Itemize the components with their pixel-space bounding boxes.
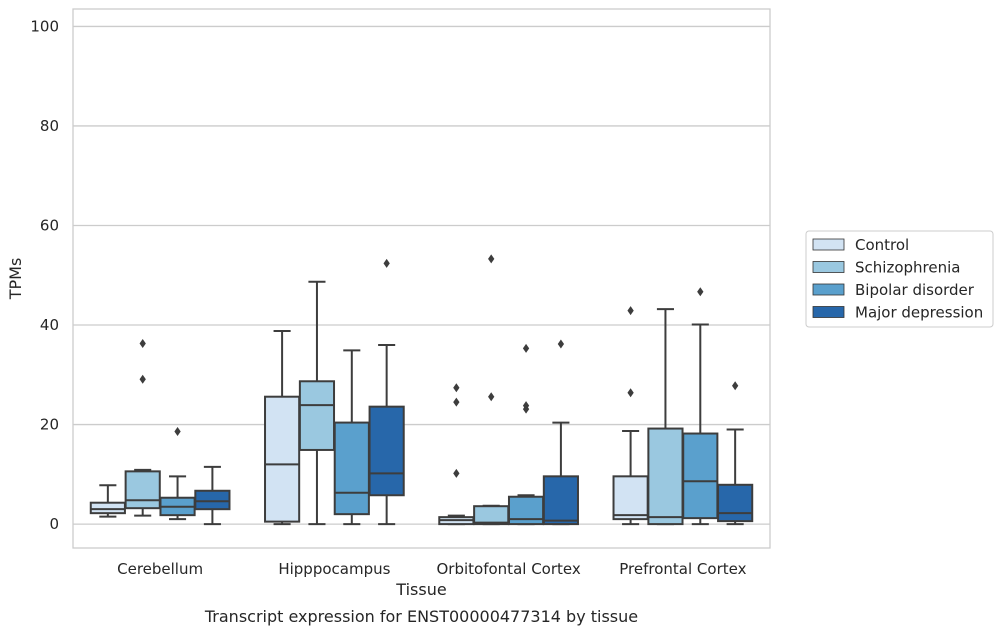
outlier-point — [522, 343, 530, 353]
outlier-point — [522, 404, 530, 414]
legend-swatch — [812, 283, 845, 296]
box-iqr — [717, 483, 754, 523]
legend-label: Control — [855, 236, 909, 254]
outlier-point — [488, 392, 495, 402]
x-tick-label: Orbitofontal Cortex — [437, 560, 581, 578]
legend-label: Bipolar disorder — [855, 281, 975, 299]
box-schizophrenia — [298, 280, 336, 526]
y-tick-label: 20 — [40, 416, 59, 434]
boxes — [89, 254, 754, 526]
box-schizophrenia — [647, 308, 684, 526]
outlier-point — [488, 254, 495, 264]
y-tick-label: 80 — [40, 117, 59, 135]
outlier-point — [383, 258, 390, 268]
box-iqr — [542, 475, 579, 526]
box-control — [264, 330, 301, 526]
outlier-point — [453, 383, 460, 393]
box-schizophrenia — [124, 338, 161, 517]
y-axis-label: TPMs — [6, 258, 25, 301]
y-tick-label: 0 — [49, 515, 59, 533]
box-bipolar-disorder — [507, 343, 545, 526]
chart-caption: Transcript expression for ENST0000047731… — [204, 607, 638, 626]
outlier-point — [453, 468, 460, 478]
legend-swatch — [812, 306, 845, 318]
tick-labels: 0 20 40 60 80 100 Cerebellum Hipppocampus Orbito… — [30, 17, 746, 578]
outlier-point — [732, 381, 739, 391]
outlier-point — [557, 339, 565, 349]
box-major-depression — [368, 258, 405, 526]
box-major-depression — [194, 465, 231, 526]
box-iqr — [264, 395, 301, 523]
box-iqr — [194, 489, 231, 511]
box-major-depression — [717, 381, 754, 526]
box-iqr — [298, 380, 336, 451]
box-iqr — [89, 501, 126, 515]
box-control — [612, 306, 649, 526]
legend-swatch — [812, 238, 845, 251]
x-tick-label: Cerebellum — [117, 560, 203, 578]
box-iqr — [647, 427, 684, 526]
legend-label: Schizophrenia — [855, 259, 960, 277]
box-major-depression — [542, 339, 579, 526]
legend-label: Major depression — [855, 304, 983, 322]
outlier-point — [453, 397, 460, 407]
outlier-point — [139, 338, 146, 348]
y-tick-label: 40 — [40, 316, 59, 334]
legend-swatch — [812, 261, 845, 273]
box-iqr — [473, 505, 510, 526]
outlier-point — [627, 388, 634, 398]
x-axis-label: Tissue — [395, 580, 446, 599]
box-iqr — [612, 475, 649, 521]
box-schizophrenia — [473, 254, 510, 526]
x-tick-label: Hipppocampus — [278, 560, 390, 578]
box-iqr — [333, 421, 370, 516]
outlier-point — [697, 287, 704, 297]
legend: Control Schizophrenia Bipolar disorder Majo… — [805, 230, 994, 328]
box-bipolar-disorder — [159, 427, 196, 521]
x-tick-label: Prefrontal Cortex — [619, 560, 746, 578]
box-bipolar-disorder — [333, 349, 370, 526]
box-iqr — [124, 470, 161, 510]
box-bipolar-disorder — [682, 287, 719, 526]
box-control — [89, 484, 126, 518]
box-iqr — [682, 432, 719, 520]
outlier-point — [174, 427, 181, 437]
plot-frame — [72, 8, 771, 549]
y-tick-label: 100 — [30, 17, 59, 35]
box-control — [438, 383, 475, 526]
y-tick-label: 60 — [40, 216, 59, 234]
legend-frame — [805, 230, 994, 328]
box-iqr — [368, 405, 405, 497]
outlier-point — [139, 374, 146, 384]
outlier-point — [627, 306, 634, 316]
